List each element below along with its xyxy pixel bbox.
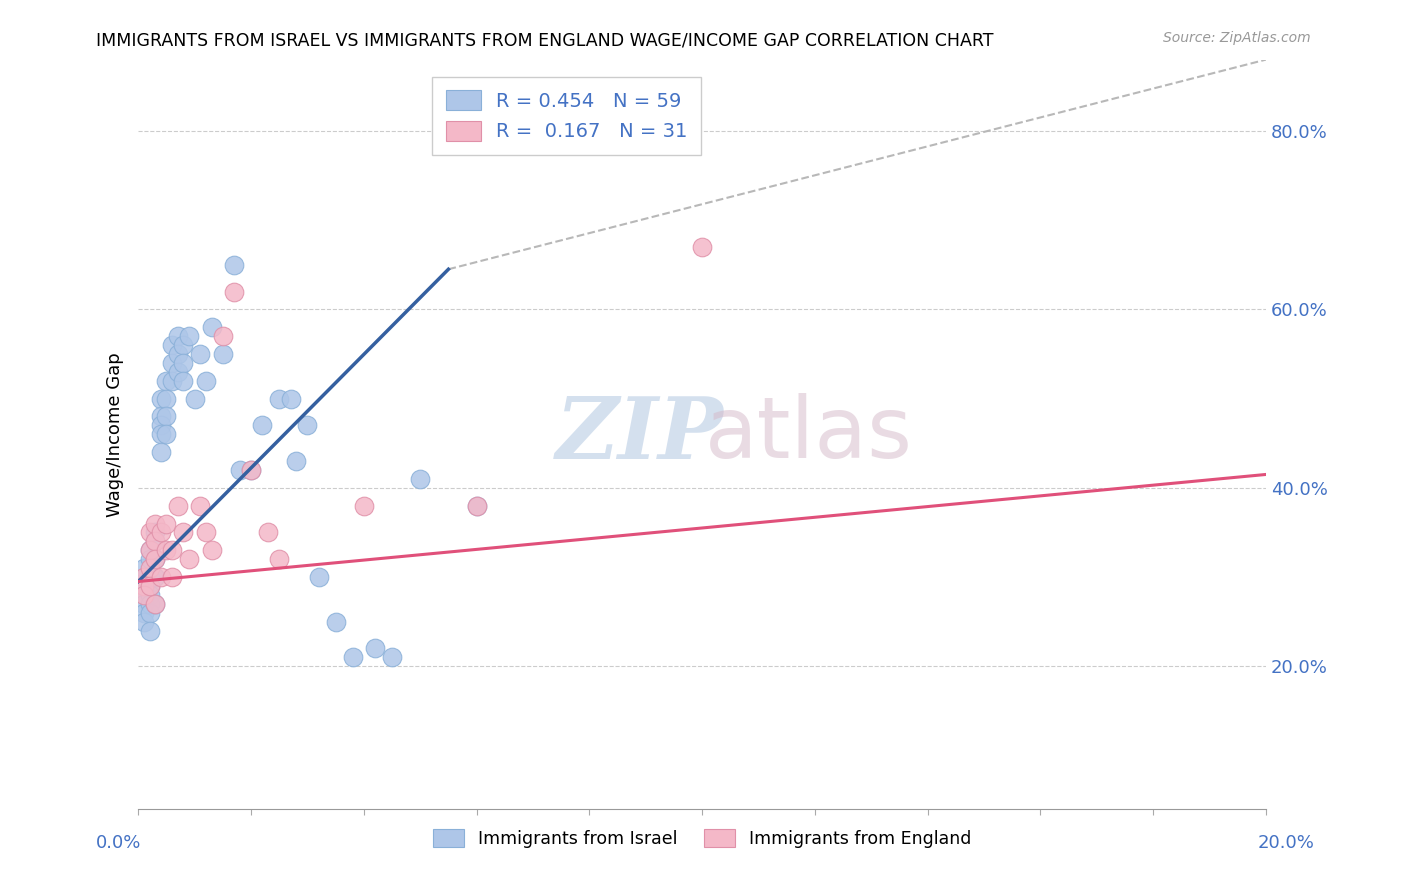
Point [224,285,246,299]
Point [160,543,183,558]
Point [257,525,280,540]
Point [143,525,166,540]
Text: IMMIGRANTS FROM ISRAEL VS IMMIGRANTS FROM ENGLAND WAGE/INCOME GAP CORRELATION CH: IMMIGRANTS FROM ISRAEL VS IMMIGRANTS FRO… [96,31,993,49]
Point [143,534,166,549]
Point [297,418,319,433]
Text: 0.0%: 0.0% [96,834,141,852]
Point [160,356,183,370]
Point [166,499,188,513]
Point [160,570,183,584]
Point [132,579,155,593]
Point [212,347,235,361]
Point [200,320,222,334]
Point [269,392,291,406]
Point [160,374,183,388]
Point [166,347,188,361]
Point [132,615,155,629]
Point [143,516,166,531]
Point [149,445,172,459]
Point [138,579,160,593]
Point [353,499,375,513]
Point [465,499,488,513]
Point [172,338,194,352]
Y-axis label: Wage/Income Gap: Wage/Income Gap [107,352,124,516]
Point [465,499,488,513]
Point [381,650,404,665]
Point [240,463,263,477]
Point [132,570,155,584]
Point [138,543,160,558]
Point [138,543,160,558]
Point [132,588,155,602]
Point [252,418,274,433]
Point [132,570,155,584]
Point [138,579,160,593]
Point [177,552,200,566]
Point [269,552,291,566]
Point [308,570,330,584]
Point [132,561,155,575]
Point [194,374,217,388]
Point [166,365,188,379]
Point [409,472,432,486]
Point [143,552,166,566]
Point [325,615,347,629]
Point [138,561,160,575]
Point [188,499,211,513]
Point [172,374,194,388]
Point [160,338,183,352]
Text: ZIP: ZIP [557,392,724,476]
Point [138,570,160,584]
Point [143,597,166,611]
Point [166,329,188,343]
Text: 20.0%: 20.0% [1258,834,1315,852]
Point [200,543,222,558]
Point [143,597,166,611]
Point [155,409,177,424]
Point [155,392,177,406]
Point [132,579,155,593]
Point [155,516,177,531]
Point [143,552,166,566]
Point [172,525,194,540]
Point [138,525,160,540]
Point [212,329,235,343]
Point [229,463,252,477]
Point [285,454,308,468]
Point [149,570,172,584]
Point [149,418,172,433]
Legend: R = 0.454   N = 59, R =  0.167   N = 31: R = 0.454 N = 59, R = 0.167 N = 31 [432,77,702,155]
Point [138,624,160,638]
Point [132,597,155,611]
Point [188,347,211,361]
Point [138,606,160,620]
Point [172,356,194,370]
Point [194,525,217,540]
Point [143,534,166,549]
Point [364,641,387,656]
Point [240,463,263,477]
Point [342,650,364,665]
Point [280,392,302,406]
Point [143,570,166,584]
Text: Source: ZipAtlas.com: Source: ZipAtlas.com [1163,31,1310,45]
Point [149,409,172,424]
Point [132,606,155,620]
Point [155,374,177,388]
Point [138,588,160,602]
Point [177,329,200,343]
Point [224,258,246,272]
Point [155,427,177,442]
Point [149,525,172,540]
Point [138,552,160,566]
Point [149,427,172,442]
Point [155,543,177,558]
Text: atlas: atlas [706,392,914,475]
Point [690,240,713,254]
Point [183,392,205,406]
Point [132,588,155,602]
Point [138,597,160,611]
Point [149,392,172,406]
